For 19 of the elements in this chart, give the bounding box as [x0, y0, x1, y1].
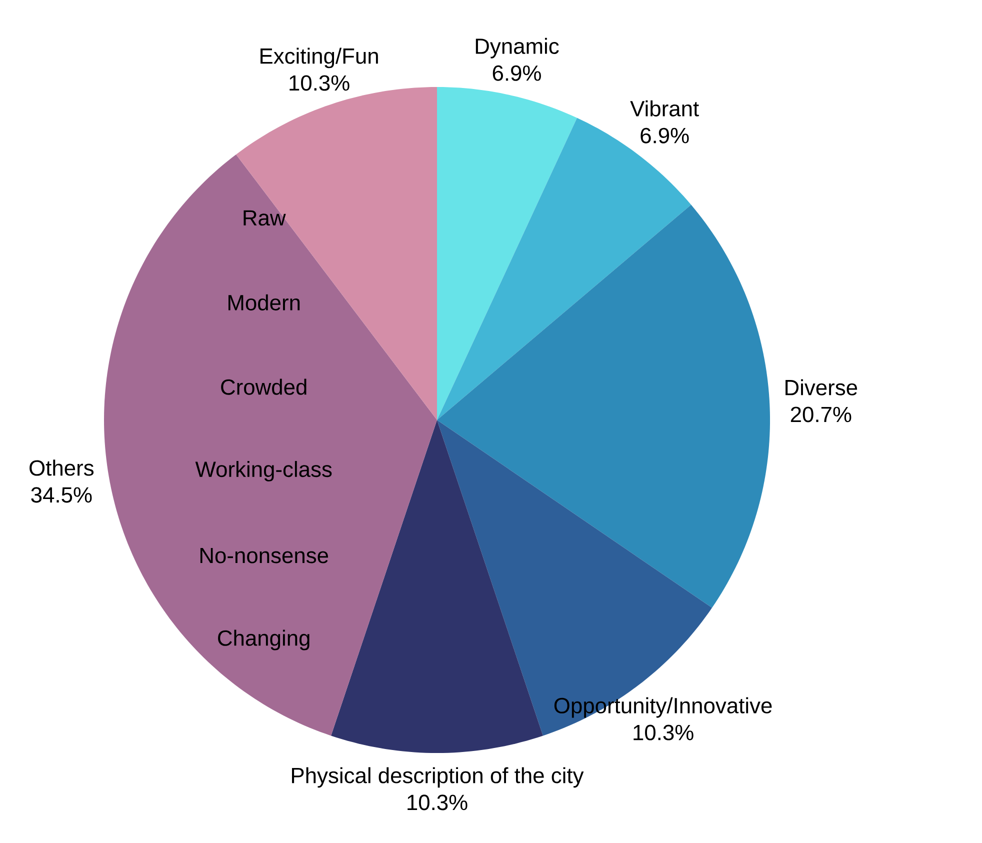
slice-label: Others	[30, 460, 94, 476]
data-label: 6.9%	[492, 65, 541, 81]
slice-label: Diverse	[786, 379, 858, 396]
data-label: 10.3%	[634, 724, 694, 740]
text: Crowded	[221, 378, 306, 395]
text: Working-class	[195, 460, 332, 482]
data-label: 10.3%	[290, 75, 350, 91]
text: No-nonsense	[200, 548, 328, 564]
data-label: 34.5%	[31, 487, 92, 503]
slice-label: Vibrant	[630, 100, 699, 116]
slice-label: Exciting/Fun	[260, 48, 378, 68]
data-label: 20.7%	[790, 406, 852, 422]
text: Changing	[218, 630, 310, 650]
slice-label: Physical description of the city	[292, 767, 584, 788]
text: Modern	[228, 294, 300, 310]
slice-label: Dynamic	[476, 38, 559, 58]
text: Raw	[244, 210, 286, 226]
data-label: 10.3%	[408, 794, 468, 810]
data-label: 6.9%	[640, 128, 689, 144]
